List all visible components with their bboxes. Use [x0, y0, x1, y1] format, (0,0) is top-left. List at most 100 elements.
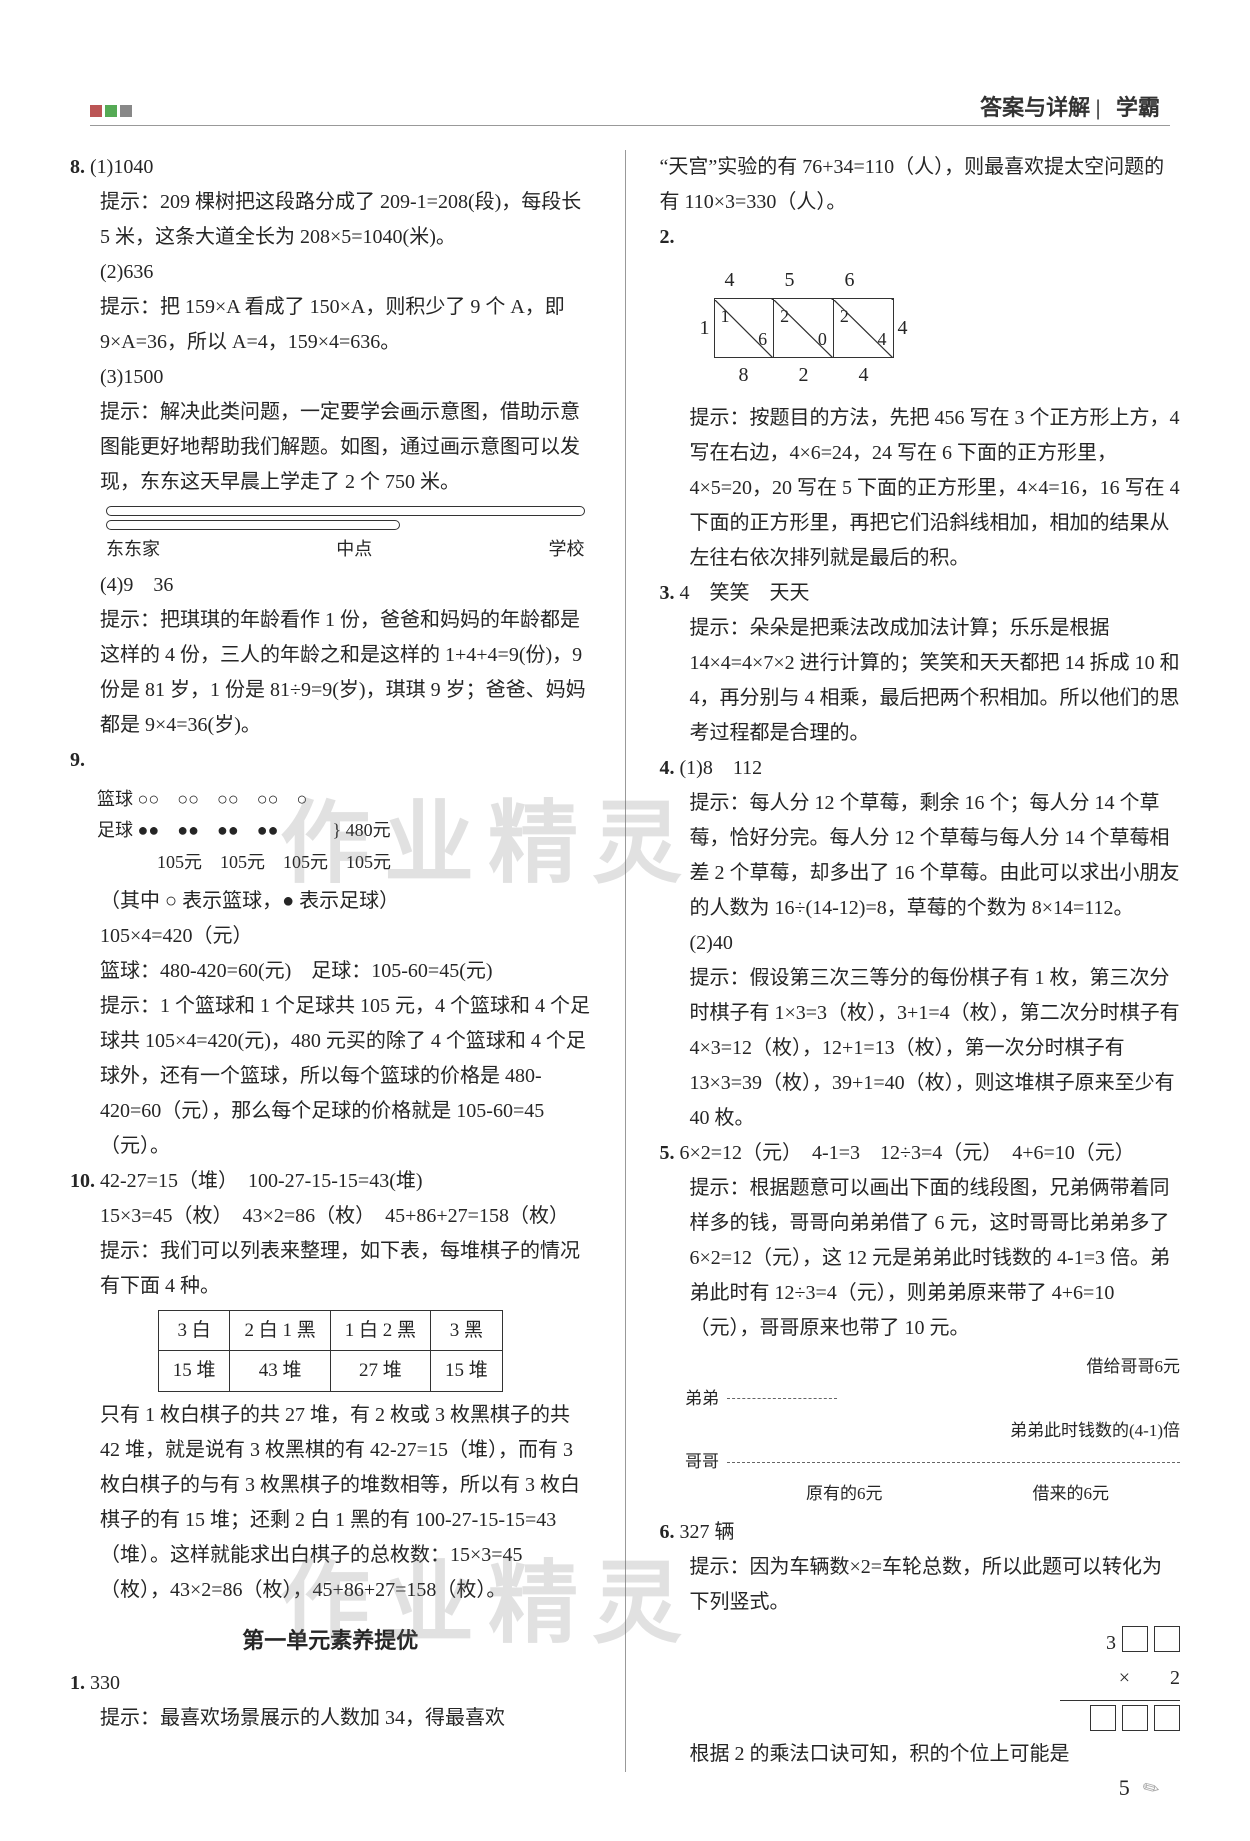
t-r1c2: 2 白 1 黑 [230, 1311, 330, 1351]
q10-after: 只有 1 枚白棋子的共 27 堆，有 2 枚或 3 枚黑棋子的共 42 堆，就是… [70, 1398, 591, 1608]
q1: 1. 330 提示：最喜欢场景展示的人数加 34，得最喜欢 [70, 1666, 591, 1736]
q8-p1: (1)1040 [90, 156, 153, 178]
lat-b2: 4 [859, 358, 869, 393]
q8: 8. (1)1040 提示：209 棵树把这段路分成了 209-1=208(段)… [70, 150, 591, 743]
lc0tl: 1 [721, 301, 730, 333]
note-label: 弟弟此时钱数的(4-1)倍 [1010, 1416, 1180, 1446]
rq2-hint: 提示：按题目的方法，先把 456 写在 3 个正方形上方，4 写在右边，4×6=… [660, 401, 1181, 576]
q9-calc1: 105×4=420（元） [70, 919, 591, 954]
t-r1c4: 3 黑 [431, 1311, 503, 1351]
price-row: 105元 105元 105元 105元 [157, 847, 591, 879]
lc1tl: 2 [780, 301, 789, 333]
road-c: 学校 [549, 534, 585, 566]
ge-label: 哥哥 [685, 1447, 719, 1477]
rq2-label: 2. [660, 226, 675, 248]
rq2: 2. 4 5 6 1 16 20 24 4 8 [660, 220, 1181, 576]
rq4-p2-hint: 提示：假设第三次三等分的每份棋子有 1 枚，第三次分时棋子有 1×3=3（枚），… [660, 961, 1181, 1136]
money-diagram: 借给哥哥6元 弟弟 弟弟此时钱数的(4-1)倍 哥哥 原有的6元 借来的6元 [660, 1352, 1181, 1509]
rq3: 3. 4 笑笑 天天 提示：朵朵是把乘法改成加法计算；乐乐是根据 14×4=4×… [660, 576, 1181, 751]
rq6-after: 根据 2 的乘法口诀可知，积的个位上可能是 [660, 1737, 1181, 1772]
rq3-hint: 提示：朵朵是把乘法改成加法计算；乐乐是根据 14×4=4×7×2 进行计算的；笑… [660, 611, 1181, 751]
q10-table: 3 白 2 白 1 黑 1 白 2 黑 3 黑 15 堆 43 堆 27 堆 1… [158, 1310, 503, 1392]
rq6-ans: 327 辆 [680, 1521, 735, 1543]
rq5-calc: 6×2=12（元） 4-1=3 12÷3=4（元） 4+6=10（元） [680, 1142, 1135, 1164]
q1-ans: 330 [90, 1672, 120, 1694]
q9-label: 9. [70, 749, 85, 771]
rq4-p1: (1)8 112 [680, 757, 763, 779]
bro-label: 弟弟 [685, 1384, 719, 1414]
lat-t0: 4 [725, 263, 735, 298]
page-number: 5 ✎ [1119, 1775, 1160, 1801]
q10-line2: 15×3=45（枚） 43×2=86（枚） 45+86+27=158（枚） [70, 1199, 591, 1234]
q9-hint: 提示：1 个篮球和 1 个足球共 105 元，4 个篮球和 4 个足球共 105… [70, 989, 591, 1164]
pencil-icon: ✎ [1138, 1773, 1165, 1803]
road-diagram: 东东家 中点 学校 [70, 506, 591, 566]
lc2br: 4 [878, 324, 887, 356]
q10-line1: 42-27=15（堆） 100-27-15-15=43(堆) [100, 1170, 423, 1192]
t-r1c3: 1 白 2 黑 [330, 1311, 430, 1351]
rq4-label: 4. [660, 757, 675, 779]
t-r2c2: 43 堆 [230, 1351, 330, 1391]
header-rule [90, 125, 1170, 126]
vmul: × 2 [1119, 1661, 1180, 1696]
t-r2c1: 15 堆 [158, 1351, 230, 1391]
lc1br: 0 [818, 324, 827, 356]
right-cont: “天宫”实验的有 76+34=110（人），则最喜欢提太空问题的有 110×3=… [660, 150, 1181, 220]
right-column: “天宫”实验的有 76+34=110（人），则最喜欢提太空问题的有 110×3=… [660, 150, 1181, 1772]
road-a: 东东家 [106, 534, 160, 566]
basket-label: 篮球 [97, 789, 133, 809]
q9-legend: （其中 ○ 表示篮球，● 表示足球） [70, 884, 591, 919]
rq4: 4. (1)8 112 提示：每人分 12 个草莓，剩余 16 个；每人分 14… [660, 751, 1181, 1136]
t-r2c4: 15 堆 [431, 1351, 503, 1391]
page-header: 答案与详解 | 学霸 [980, 90, 1160, 122]
column-divider [625, 150, 626, 1772]
q8-p3: (3)1500 [70, 360, 591, 395]
foot-label: 足球 [97, 820, 133, 840]
q8-p2-hint: 提示：把 159×A 看成了 150×A，则积少了 9 个 A，即 9×A=36… [70, 290, 591, 360]
rq6-hint: 提示：因为车辆数×2=车轮总数，所以此题可以转化为下列竖式。 [660, 1550, 1181, 1620]
t-r2c3: 27 堆 [330, 1351, 430, 1391]
rq4-p2: (2)40 [660, 926, 1181, 961]
orig-label: 原有的6元 [806, 1479, 883, 1509]
q10-hint: 提示：我们可以列表来整理，如下表，每堆棋子的情况有下面 4 种。 [70, 1234, 591, 1304]
left-column: 8. (1)1040 提示：209 棵树把这段路分成了 209-1=208(段)… [70, 150, 591, 1772]
lend-label: 借给哥哥6元 [1087, 1352, 1181, 1382]
road-b: 中点 [336, 534, 372, 566]
vtop: 3 [1106, 1626, 1116, 1661]
q8-p1-hint: 提示：209 棵树把这段路分成了 209-1=208(段)，每段长 5 米，这条… [70, 185, 591, 255]
lat-t1: 5 [785, 263, 795, 298]
lat-left: 1 [700, 311, 710, 346]
rq3-ans: 4 笑笑 天天 [680, 582, 810, 604]
rq4-p1-hint: 提示：每人分 12 个草莓，剩余 16 个；每人分 14 个草莓，恰好分完。每人… [660, 786, 1181, 926]
vertical-calc: 3 × 2 [720, 1626, 1181, 1731]
lat-right: 4 [898, 311, 908, 346]
q10-label: 10. [70, 1170, 95, 1192]
rq5-hint: 提示：根据题意可以画出下面的线段图，兄弟俩带着同样多的钱，哥哥向弟弟借了 6 元… [660, 1171, 1181, 1346]
section-title: 第一单元素养提优 [70, 1622, 591, 1661]
lc0br: 6 [758, 324, 767, 356]
ball-diagram: 篮球 ○○ ○○ ○○ ○○ ○ 足球 ●● ●● ●● ●● } 480元 1… [70, 784, 591, 879]
q8-p4-hint: 提示：把琪琪的年龄看作 1 份，爸爸和妈妈的年龄都是这样的 4 份，三人的年龄之… [70, 603, 591, 743]
q8-p4: (4)9 36 [70, 568, 591, 603]
q9: 9. 篮球 ○○ ○○ ○○ ○○ ○ 足球 ●● ●● ●● ●● } 480… [70, 743, 591, 1165]
rq6: 6. 327 辆 提示：因为车辆数×2=车轮总数，所以此题可以转化为下列竖式。 … [660, 1515, 1181, 1772]
lat-b1: 2 [799, 358, 809, 393]
page-num-text: 5 [1119, 1775, 1130, 1800]
q1-hint: 提示：最喜欢场景展示的人数加 34，得最喜欢 [70, 1701, 591, 1736]
rq5-label: 5. [660, 1142, 675, 1164]
lat-t2: 6 [845, 263, 855, 298]
rq5: 5. 6×2=12（元） 4-1=3 12÷3=4（元） 4+6=10（元） 提… [660, 1136, 1181, 1509]
q9-calc2: 篮球：480-420=60(元) 足球：105-60=45(元) [70, 954, 591, 989]
t-r1c1: 3 白 [158, 1311, 230, 1351]
q10: 10. 42-27=15（堆） 100-27-15-15=43(堆) 15×3=… [70, 1164, 591, 1608]
rq3-label: 3. [660, 582, 675, 604]
content-columns: 8. (1)1040 提示：209 棵树把这段路分成了 209-1=208(段)… [70, 150, 1180, 1772]
rq6-label: 6. [660, 1521, 675, 1543]
price-480: 480元 [346, 820, 391, 840]
header-text: 答案与详解 [980, 95, 1090, 120]
q8-label: 8. [70, 156, 85, 178]
q1-label: 1. [70, 1672, 85, 1694]
lc2tl: 2 [840, 301, 849, 333]
header-squares [90, 105, 132, 117]
lattice-diagram: 4 5 6 1 16 20 24 4 8 2 4 [700, 263, 1181, 393]
